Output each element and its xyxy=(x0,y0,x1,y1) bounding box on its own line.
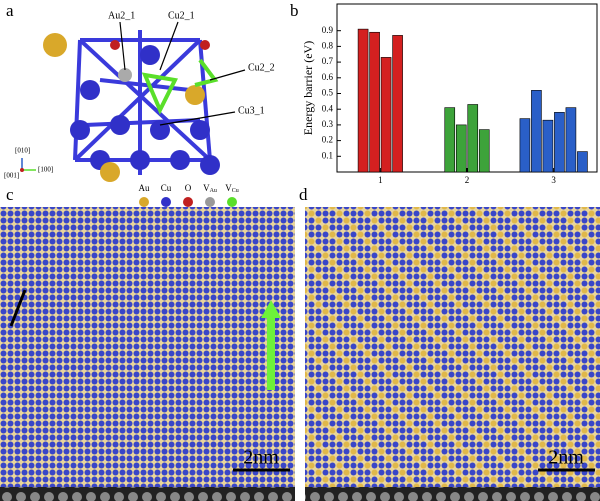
legend-swatch xyxy=(139,197,149,207)
bar xyxy=(455,124,467,173)
bar xyxy=(357,28,369,173)
legend-label: Cu xyxy=(161,183,172,193)
scale-label: 2nm xyxy=(548,447,584,469)
structure xyxy=(43,30,220,182)
atom-label: Cu3_1 xyxy=(238,105,265,116)
stm-strip xyxy=(0,487,295,501)
panel-label: a xyxy=(6,1,14,20)
y-axis-label: Energy barrier (eV) xyxy=(301,41,315,135)
bar xyxy=(392,35,403,173)
y-tick-label: 0.2 xyxy=(322,135,333,145)
legend-swatch xyxy=(183,197,193,207)
legend-symbol: V xyxy=(225,183,232,193)
y-tick-label: 0.4 xyxy=(322,103,334,113)
atom-label: Cu2_2 xyxy=(248,62,275,73)
bar xyxy=(565,107,577,173)
bar xyxy=(369,31,380,173)
y-tick-label: 0.5 xyxy=(322,88,334,98)
bar xyxy=(444,107,456,173)
atomic-lattice xyxy=(0,207,295,487)
legend-subscript: Au xyxy=(210,188,217,194)
legend-symbol: O xyxy=(185,183,192,193)
bar xyxy=(554,112,565,173)
legend-label: O xyxy=(185,183,192,193)
annotation-lines xyxy=(119,21,246,126)
legend-symbol: Cu xyxy=(161,183,172,193)
bar xyxy=(467,104,479,173)
y-tick-label: 0.8 xyxy=(322,40,334,50)
stm-strip xyxy=(305,487,600,501)
legend-subscript: Cu xyxy=(232,188,239,194)
y-tick-label: 0.6 xyxy=(322,72,334,82)
arrow xyxy=(261,300,281,390)
legend: Au Cu O VAu VCu xyxy=(139,183,239,207)
y-tick-label: 0.9 xyxy=(322,25,334,35)
legend-symbol: V xyxy=(203,183,210,193)
legend-swatch xyxy=(205,197,215,207)
atom-label: Cu2_1 xyxy=(168,10,195,21)
bar-chart: 0.1 0.2 0.3 0.4 0.5 0.6 0.7 0.8 0.9 Energy barrie… xyxy=(301,3,598,185)
bar xyxy=(542,119,554,173)
legend-swatch xyxy=(227,197,237,207)
bar xyxy=(478,129,490,173)
legend-label: VAu xyxy=(203,183,217,194)
legend-label: VCu xyxy=(225,183,239,194)
panel-label: c xyxy=(6,185,14,204)
axis-label: [010] xyxy=(15,147,30,155)
bar xyxy=(380,57,392,173)
axis-label: [100] xyxy=(38,166,53,174)
y-tick-label: 0.3 xyxy=(322,119,334,129)
legend-label: Au xyxy=(139,183,150,193)
atom-label: Au2_1 xyxy=(108,10,135,21)
bar xyxy=(531,90,542,173)
panel-label: d xyxy=(299,185,308,204)
x-tick-label: 2 xyxy=(465,175,470,185)
legend-symbol: Au xyxy=(139,183,150,193)
axis-label: [001] xyxy=(4,172,19,180)
panel-label: b xyxy=(290,1,299,20)
bar xyxy=(577,151,588,173)
axis-indicator: [010] [001] [100] xyxy=(4,147,53,180)
atomic-lattice xyxy=(305,207,600,487)
y-tick-label: 0.1 xyxy=(322,150,333,160)
x-tick-label: 1 xyxy=(378,175,383,185)
y-tick-label: 0.7 xyxy=(322,56,334,66)
bar xyxy=(519,118,531,173)
scale-label: 2nm xyxy=(243,447,279,469)
legend-swatch xyxy=(161,197,171,207)
x-tick-label: 3 xyxy=(551,175,556,185)
arrow xyxy=(9,289,27,327)
